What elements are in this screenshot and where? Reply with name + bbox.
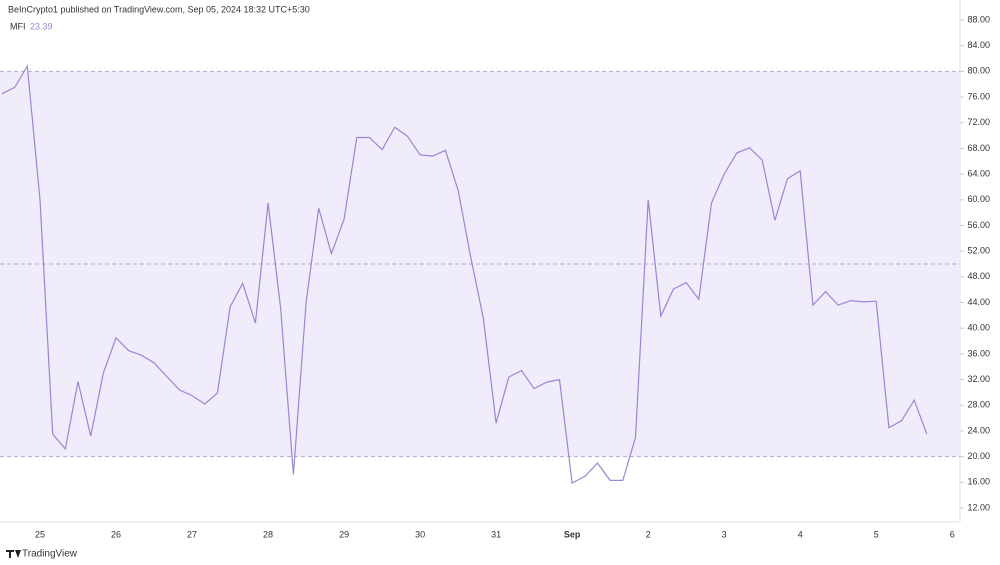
y-tick-label: 40.00	[967, 323, 990, 333]
x-tick-label: 29	[339, 529, 349, 539]
x-tick-label: 25	[35, 529, 45, 539]
y-tick-label: 88.00	[967, 14, 990, 24]
y-tick-label: 48.00	[967, 271, 990, 281]
y-tick-label: 64.00	[967, 168, 990, 178]
x-tick-label: 27	[187, 529, 197, 539]
y-tick-label: 32.00	[967, 374, 990, 384]
indicator-value: 23.39	[30, 21, 53, 31]
y-tick-label: 28.00	[967, 400, 990, 410]
y-tick-label: 68.00	[967, 143, 990, 153]
logo-icon	[6, 550, 21, 558]
y-tick-label: 72.00	[967, 117, 990, 127]
y-tick-label: 36.00	[967, 348, 990, 358]
y-tick-label: 56.00	[967, 220, 990, 230]
y-tick-label: 84.00	[967, 40, 990, 50]
publisher: BeInCrypto1 published on TradingView.com…	[8, 4, 310, 14]
x-tick-label: 5	[874, 529, 879, 539]
y-tick-label: 80.00	[967, 66, 990, 76]
x-tick-label: 30	[415, 529, 425, 539]
y-tick-label: 12.00	[967, 502, 990, 512]
x-tick-label: 3	[722, 529, 727, 539]
y-tick-label: 76.00	[967, 91, 990, 101]
y-tick-label: 52.00	[967, 246, 990, 256]
x-tick-label: 4	[798, 529, 803, 539]
mfi-line	[1, 64, 928, 484]
y-tick-label: 24.00	[967, 425, 990, 435]
x-tick-label: 6	[950, 529, 955, 539]
y-tick-label: 16.00	[967, 477, 990, 487]
y-tick-label: 20.00	[967, 451, 990, 461]
x-tick-label: 2	[646, 529, 651, 539]
x-tick-label: 28	[263, 529, 273, 539]
x-tick-label: 31	[491, 529, 501, 539]
x-tick-label: 26	[111, 529, 121, 539]
footer-logo: TradingView	[22, 549, 78, 560]
y-tick-label: 44.00	[967, 297, 990, 307]
x-tick-label: Sep	[564, 529, 581, 539]
y-tick-label: 60.00	[967, 194, 990, 204]
indicator-name: MFI	[10, 21, 26, 31]
